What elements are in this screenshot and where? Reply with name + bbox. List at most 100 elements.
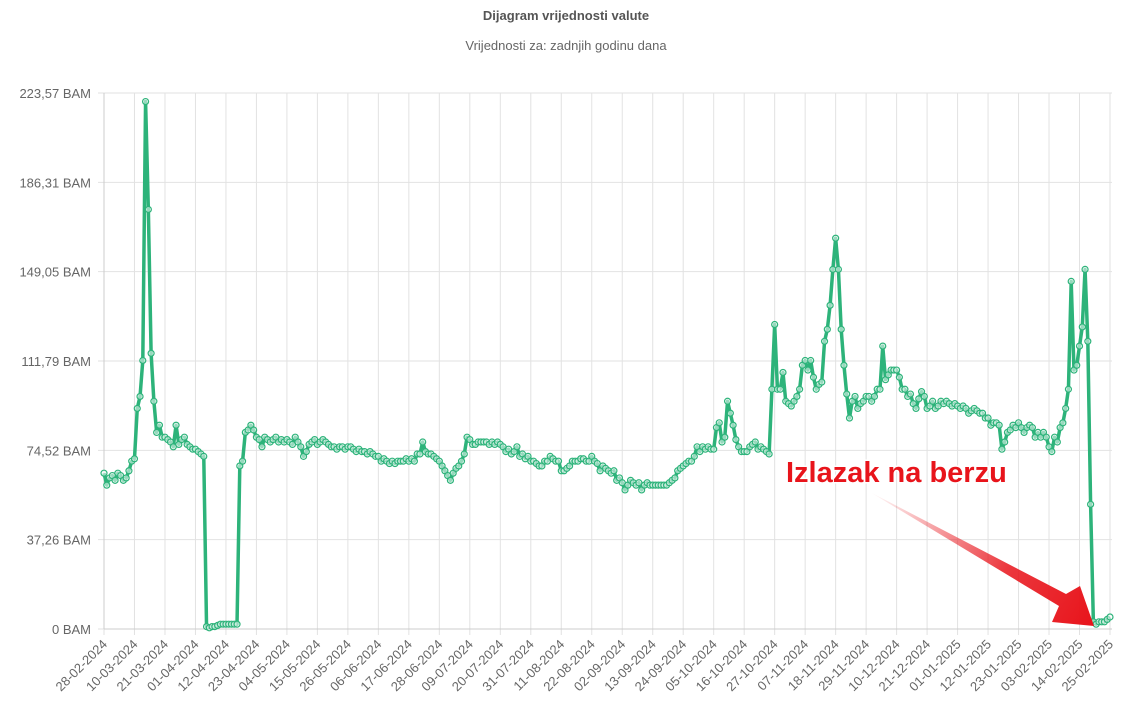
point bbox=[726, 409, 734, 417]
point bbox=[200, 452, 208, 460]
point bbox=[460, 450, 468, 458]
point bbox=[690, 452, 698, 460]
y-tick-label: 149,05 BAM bbox=[19, 265, 91, 280]
point bbox=[1062, 404, 1070, 413]
point bbox=[141, 97, 150, 106]
point bbox=[554, 457, 563, 465]
point bbox=[100, 469, 108, 477]
point bbox=[793, 392, 801, 401]
point bbox=[834, 265, 843, 273]
point bbox=[820, 337, 829, 345]
point bbox=[895, 373, 903, 381]
point bbox=[122, 474, 130, 482]
point bbox=[832, 234, 840, 242]
y-tick-label: 0 BAM bbox=[52, 622, 91, 637]
point bbox=[912, 404, 920, 413]
annotation: Izlazak na berzu bbox=[786, 457, 1007, 489]
point bbox=[133, 404, 141, 413]
point bbox=[826, 301, 834, 309]
point bbox=[1059, 419, 1067, 427]
point bbox=[870, 392, 879, 401]
annotation-arrow bbox=[870, 492, 1094, 626]
point bbox=[796, 385, 804, 393]
point bbox=[732, 436, 740, 444]
point bbox=[715, 419, 723, 427]
point bbox=[1048, 447, 1056, 456]
point bbox=[250, 426, 258, 434]
point bbox=[906, 390, 915, 398]
point bbox=[751, 438, 759, 446]
point bbox=[920, 392, 928, 401]
point bbox=[1087, 500, 1095, 508]
point bbox=[1081, 265, 1089, 273]
point bbox=[144, 205, 152, 214]
point bbox=[671, 474, 679, 482]
point bbox=[155, 421, 164, 429]
point bbox=[136, 392, 144, 401]
point bbox=[804, 366, 812, 374]
point bbox=[807, 356, 815, 365]
point bbox=[1064, 385, 1073, 393]
chart-subtitle: Vrijednosti za: zadnjih godinu dana bbox=[465, 38, 667, 53]
point bbox=[840, 361, 848, 369]
point bbox=[147, 349, 155, 357]
point bbox=[1028, 424, 1037, 432]
point bbox=[1078, 323, 1086, 331]
point bbox=[130, 455, 139, 463]
point bbox=[153, 428, 161, 437]
series bbox=[100, 97, 1114, 632]
point bbox=[1073, 361, 1081, 369]
y-tick-label: 223,57 BAM bbox=[19, 86, 91, 101]
point bbox=[1001, 438, 1009, 446]
point bbox=[809, 373, 818, 381]
point bbox=[721, 433, 729, 441]
point bbox=[238, 457, 247, 465]
point bbox=[901, 385, 909, 393]
point bbox=[103, 481, 111, 489]
point bbox=[1067, 277, 1075, 285]
point bbox=[610, 467, 618, 475]
point bbox=[419, 438, 427, 446]
point bbox=[771, 320, 779, 329]
point bbox=[233, 620, 241, 628]
point bbox=[1084, 337, 1092, 345]
point bbox=[845, 414, 854, 422]
point bbox=[302, 447, 310, 456]
point bbox=[995, 421, 1003, 429]
point bbox=[150, 397, 158, 405]
point bbox=[776, 385, 784, 393]
point bbox=[125, 467, 133, 475]
point bbox=[998, 445, 1006, 453]
y-tick-label: 111,79 BAM bbox=[21, 354, 91, 369]
point bbox=[139, 356, 147, 365]
point bbox=[710, 445, 718, 453]
point bbox=[297, 443, 305, 451]
point bbox=[258, 443, 266, 451]
point bbox=[172, 421, 180, 429]
line bbox=[102, 99, 1112, 630]
axes: 0 BAM 37,26 BAM 74,52 BAM 111,79 BAM 149,05 … bbox=[19, 86, 1116, 694]
point bbox=[513, 443, 521, 451]
point bbox=[446, 476, 455, 484]
point bbox=[893, 366, 901, 374]
point bbox=[765, 450, 773, 458]
chart-title: Dijagram vrijednosti valute bbox=[483, 8, 649, 23]
point bbox=[876, 385, 884, 393]
point bbox=[457, 457, 466, 465]
point bbox=[823, 325, 831, 333]
point bbox=[1042, 433, 1050, 441]
point bbox=[1106, 613, 1114, 621]
point bbox=[879, 342, 887, 350]
point bbox=[111, 476, 119, 484]
point bbox=[729, 421, 737, 429]
y-tick-label: 74,52 BAM bbox=[27, 443, 91, 458]
point bbox=[410, 457, 418, 465]
point bbox=[1053, 438, 1061, 446]
point bbox=[851, 392, 859, 401]
point bbox=[984, 414, 992, 422]
y-tick-label: 186,31 BAM bbox=[19, 175, 91, 190]
point bbox=[779, 368, 787, 377]
point bbox=[1075, 342, 1084, 350]
